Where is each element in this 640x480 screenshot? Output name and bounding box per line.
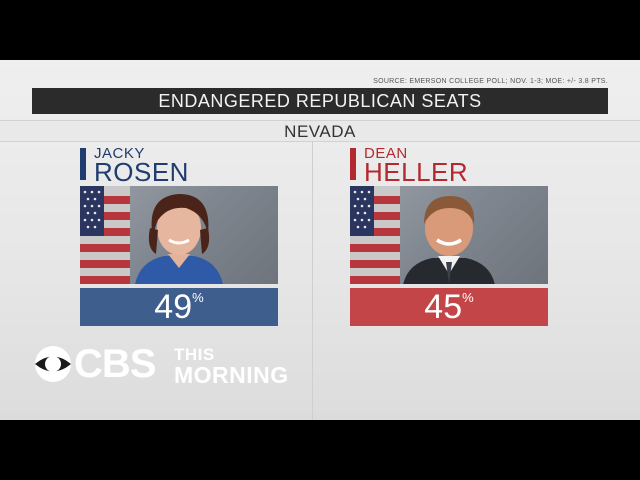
candidate-photo — [80, 186, 278, 284]
poll-source: SOURCE: EMERSON COLLEGE POLL; NOV. 1-3; … — [373, 78, 608, 85]
last-name: HELLER — [364, 157, 469, 187]
state-label: NEVADA — [0, 120, 640, 142]
graphic-title: ENDANGERED REPUBLICAN SEATS — [32, 88, 608, 114]
candidate-name: DEAN HELLER — [350, 145, 548, 187]
candidate-rosen: JACKY ROSEN — [80, 146, 278, 326]
cbs-eye-icon — [35, 346, 71, 382]
candidate-name: JACKY ROSEN — [80, 145, 278, 187]
percent-sign: % — [462, 290, 474, 305]
candidate-portrait — [403, 196, 495, 284]
show-name-line2: MORNING — [174, 362, 289, 388]
show-name: THIS MORNING — [174, 345, 289, 388]
party-accent-bar — [350, 148, 356, 180]
first-name: DEAN — [364, 145, 408, 162]
percent-value: 49 — [154, 288, 193, 326]
candidate-portrait — [135, 194, 223, 284]
cbs-this-morning-logo: CBS THIS MORNING — [34, 342, 304, 388]
last-name: ROSEN — [94, 157, 189, 187]
broadcast-graphic: SOURCE: EMERSON COLLEGE POLL; NOV. 1-3; … — [0, 60, 640, 420]
first-name: JACKY — [94, 145, 145, 162]
divider-line — [312, 140, 313, 420]
show-name-line1: THIS — [174, 345, 215, 364]
us-flag-icon — [80, 186, 130, 284]
percent-value: 45 — [424, 288, 463, 326]
candidate-photo — [350, 186, 548, 284]
percent-sign: % — [192, 290, 204, 305]
network-name: CBS — [74, 342, 156, 386]
party-accent-bar — [80, 148, 86, 180]
candidate-heller: DEAN HELLER — [350, 146, 548, 326]
poll-percent: 49% — [80, 288, 278, 326]
poll-percent: 45% — [350, 288, 548, 326]
us-flag-icon — [350, 186, 400, 284]
